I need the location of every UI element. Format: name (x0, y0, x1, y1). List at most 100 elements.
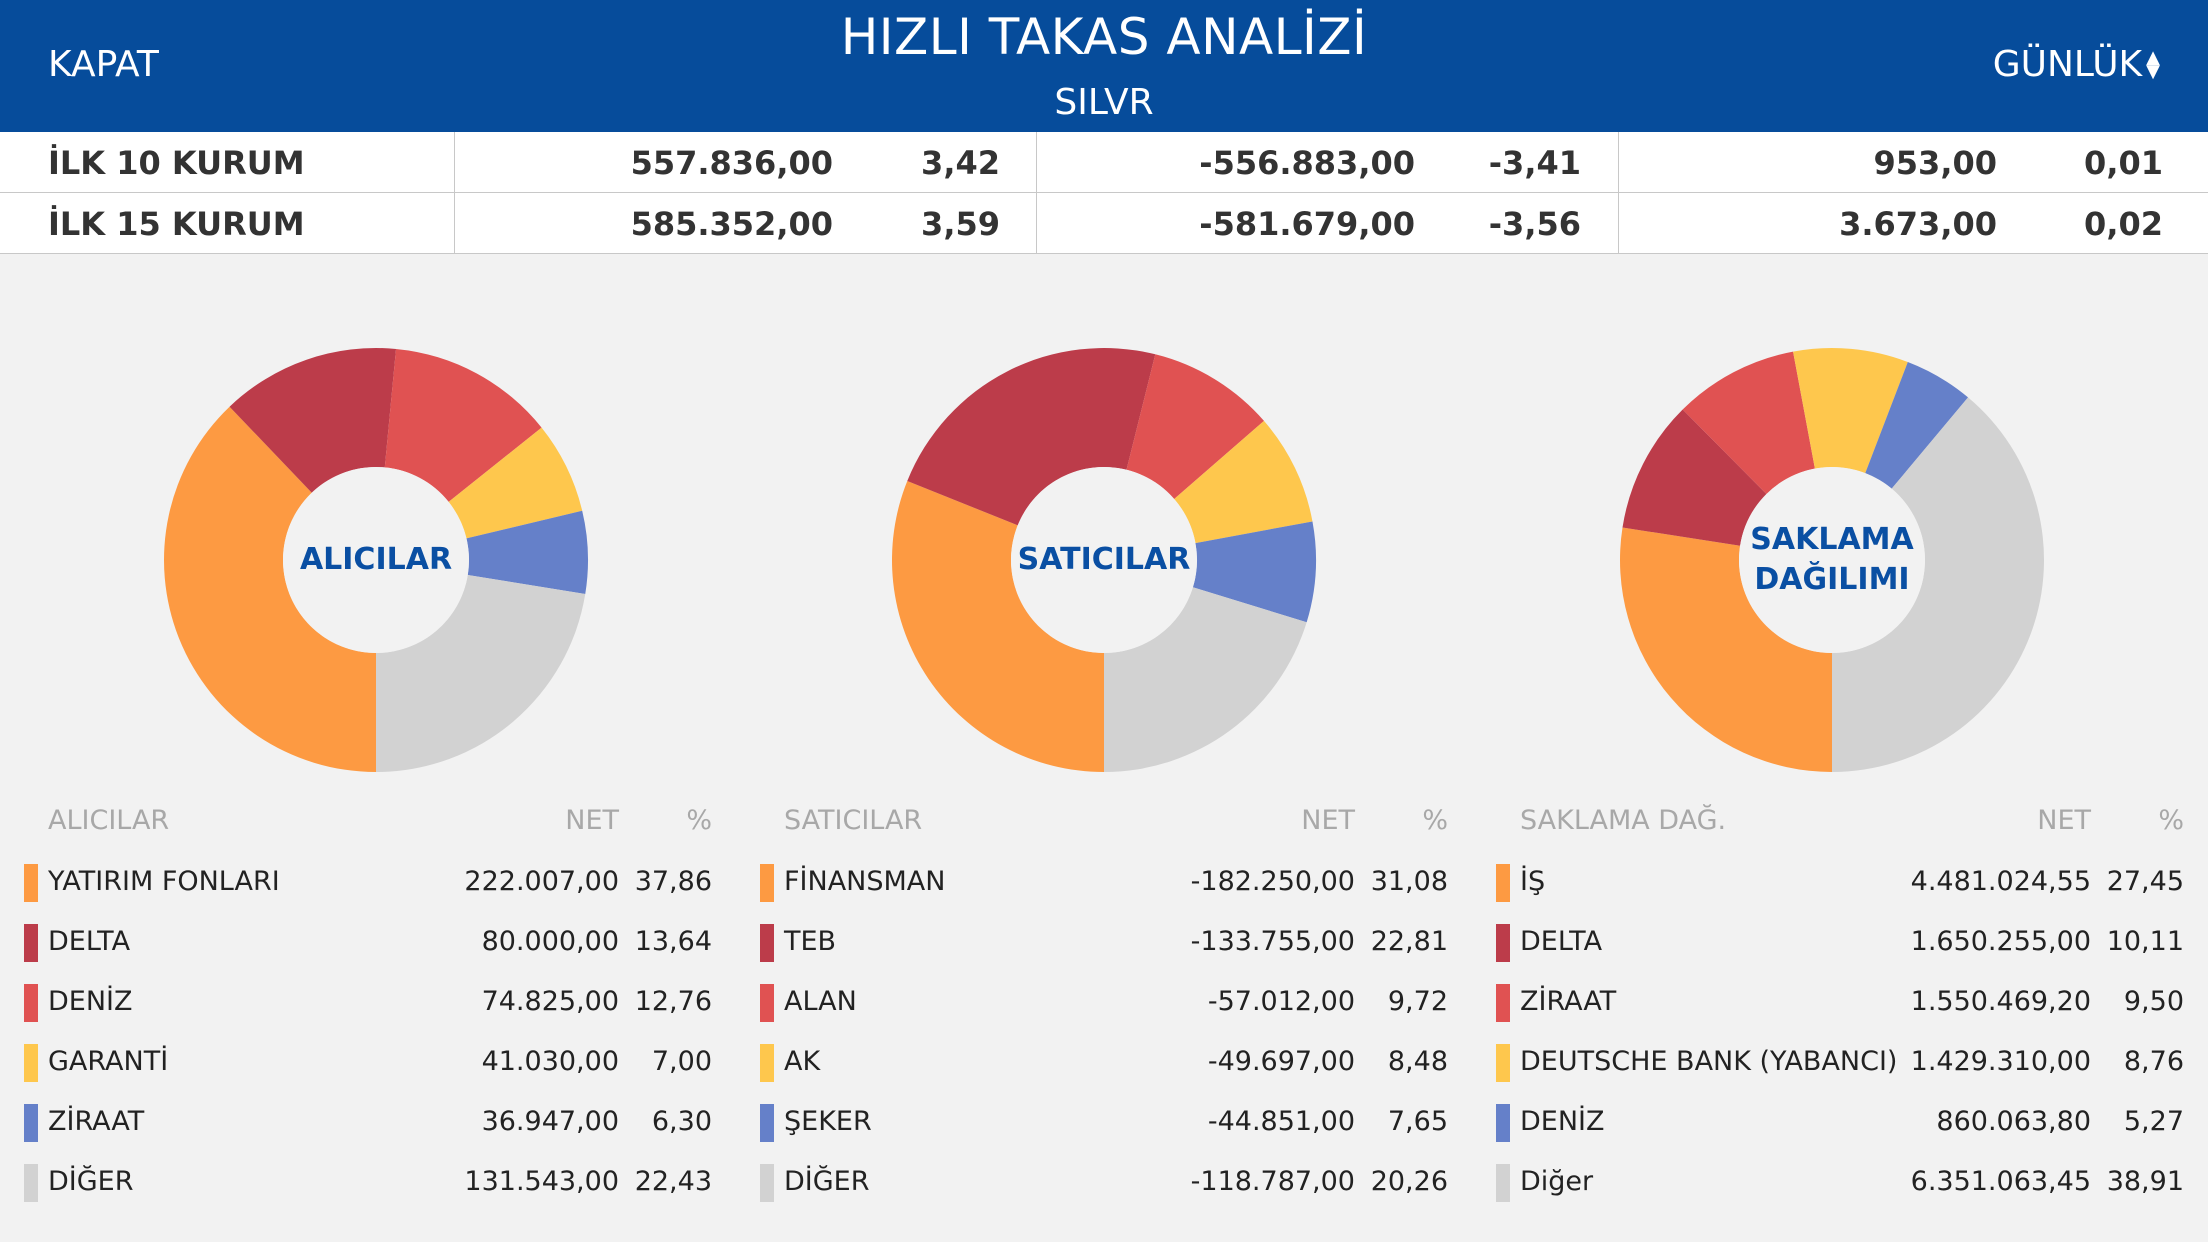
donut-slice-1 (164, 406, 376, 772)
row-net: -118.787,00 (1190, 1166, 1355, 1197)
row-name: DELTA (48, 926, 131, 957)
row-net: 74.825,00 (481, 986, 619, 1017)
table-row[interactable]: DEUTSCHE BANK (YABANCI) 1.429.310,00 8,76 (1496, 1040, 2186, 1084)
table-row[interactable]: DENİZ 860.063,80 5,27 (1496, 1100, 2186, 1144)
sellers-donut-svg (892, 348, 1316, 772)
row-net: 131.543,00 (464, 1166, 619, 1197)
row-name: YATIRIM FONLARI (48, 866, 280, 897)
donut-slice-5 (1192, 521, 1316, 623)
donut-slice-5 (1865, 362, 1969, 489)
row-net: 1.429.310,00 (1910, 1046, 2091, 1077)
row-pct: 37,86 (634, 866, 712, 897)
row-name: ŞEKER (784, 1106, 872, 1137)
table-row[interactable]: YATIRIM FONLARI 222.007,00 37,86 (24, 860, 714, 904)
table-header-net: NET (565, 805, 619, 836)
row-net: 36.947,00 (481, 1106, 619, 1137)
color-swatch (24, 1164, 38, 1202)
period-label: GÜNLÜK (1992, 44, 2143, 85)
row-pct: 12,76 (634, 986, 712, 1017)
color-swatch (24, 924, 38, 962)
table-row[interactable]: DELTA 80.000,00 13,64 (24, 920, 714, 964)
row-name: İŞ (1520, 866, 1546, 897)
buy-net-value: 585.352,00 (630, 205, 833, 243)
color-swatch (1496, 1044, 1510, 1082)
row-net: -44.851,00 (1207, 1106, 1355, 1137)
table-row[interactable]: DENİZ 74.825,00 12,76 (24, 980, 714, 1024)
row-name: GARANTİ (48, 1046, 169, 1077)
page-title: HIZLI TAKAS ANALİZİ (840, 8, 1368, 66)
table-row[interactable]: DİĞER -118.787,00 20,26 (760, 1160, 1450, 1204)
donut-slice-5 (466, 510, 588, 595)
donut-slice-2 (1622, 409, 1767, 546)
table-row[interactable]: DİĞER 131.543,00 22,43 (24, 1160, 714, 1204)
row-name: DİĞER (48, 1166, 134, 1197)
period-selector[interactable]: GÜNLÜK ▲ ▼ (1993, 44, 2160, 85)
color-swatch (24, 984, 38, 1022)
row-pct: 27,45 (2106, 866, 2184, 897)
table-row[interactable]: AK -49.697,00 8,48 (760, 1040, 1450, 1084)
table-row[interactable]: İŞ 4.481.024,55 27,45 (1496, 860, 2186, 904)
row-name: ZİRAAT (48, 1106, 145, 1137)
table-header-pct: % (686, 805, 712, 836)
row-net: -182.250,00 (1190, 866, 1355, 897)
sell-pct-value: -3,56 (1488, 205, 1581, 243)
row-name: DELTA (1520, 926, 1603, 957)
row-pct: 5,27 (2123, 1106, 2184, 1137)
table-row[interactable]: ZİRAAT 36.947,00 6,30 (24, 1100, 714, 1144)
buyers-center-text: ALICILAR (299, 542, 453, 577)
table-row[interactable]: ZİRAAT 1.550.469,20 9,50 (1496, 980, 2186, 1024)
row-pct: 8,48 (1387, 1046, 1448, 1077)
table-header-net: NET (2037, 805, 2091, 836)
row-name: AK (784, 1046, 821, 1077)
donut-slice-4 (1174, 420, 1313, 544)
row-net: 4.481.024,55 (1910, 866, 2091, 897)
diff-net-value: 3.673,00 (1839, 205, 1997, 243)
custody-table: SAKLAMA DAĞ. NET% İŞ 4.481.024,55 27,45 DELTA… (1496, 805, 2186, 1205)
buyers-table: ALICILAR NET% YATIRIM FONLARI 222.007,00 37,… (24, 805, 714, 1205)
table-header-pct: % (1422, 805, 1448, 836)
buy-pct-value: 3,42 (921, 144, 1000, 182)
row-name: ZİRAAT (1520, 986, 1617, 1017)
row-net: 6.351.063,45 (1910, 1166, 2091, 1197)
color-swatch (24, 1104, 38, 1142)
row-name: DEUTSCHE BANK (YABANCI) (1520, 1046, 1898, 1077)
row-pct: 13,64 (634, 926, 712, 957)
row-pct: 7,65 (1387, 1106, 1448, 1137)
custody-center-line-2: DAĞILIMI (1754, 562, 1910, 597)
row-pct: 20,26 (1370, 1166, 1448, 1197)
sellers-center-label: SATICILAR (889, 345, 1319, 775)
donut-slice-6 (376, 574, 586, 772)
table-row[interactable]: GARANTİ 41.030,00 7,00 (24, 1040, 714, 1084)
buyers-donut-svg (164, 348, 588, 772)
table-row[interactable]: ALAN -57.012,00 9,72 (760, 980, 1450, 1024)
donut-slice-3 (1126, 354, 1264, 499)
donut-slice-6 (1104, 587, 1307, 772)
table-row[interactable]: FİNANSMAN -182.250,00 31,08 (760, 860, 1450, 904)
table-row[interactable]: Diğer 6.351.063,45 38,91 (1496, 1160, 2186, 1204)
color-swatch (1496, 924, 1510, 962)
summary-table: İLK 10 KURUM 557.836,00 3,42 -556.883,00… (0, 132, 2208, 254)
column-divider (1618, 132, 1619, 254)
buyers-center-label: ALICILAR (161, 345, 591, 775)
row-pct: 22,81 (1370, 926, 1448, 957)
color-swatch (760, 984, 774, 1022)
row-name: TEB (784, 926, 837, 957)
color-swatch (760, 864, 774, 902)
row-pct: 22,43 (634, 1166, 712, 1197)
row-pct: 9,50 (2123, 986, 2184, 1017)
row-net: 1.650.255,00 (1910, 926, 2091, 957)
table-row[interactable]: TEB -133.755,00 22,81 (760, 920, 1450, 964)
sellers-table: SATICILAR NET% FİNANSMAN -182.250,00 31,08 TE… (760, 805, 1450, 1205)
table-row[interactable]: DELTA 1.650.255,00 10,11 (1496, 920, 2186, 964)
donut-hole (283, 467, 469, 653)
row-net: 41.030,00 (481, 1046, 619, 1077)
table-row[interactable]: ŞEKER -44.851,00 7,65 (760, 1100, 1450, 1144)
donut-slice-2 (229, 348, 397, 493)
row-net: 222.007,00 (464, 866, 619, 897)
color-swatch (24, 1044, 38, 1082)
color-swatch (1496, 1164, 1510, 1202)
close-button[interactable]: KAPAT (48, 44, 159, 85)
color-swatch (760, 924, 774, 962)
row-pct: 31,08 (1370, 866, 1448, 897)
buy-net-value: 557.836,00 (630, 144, 833, 182)
